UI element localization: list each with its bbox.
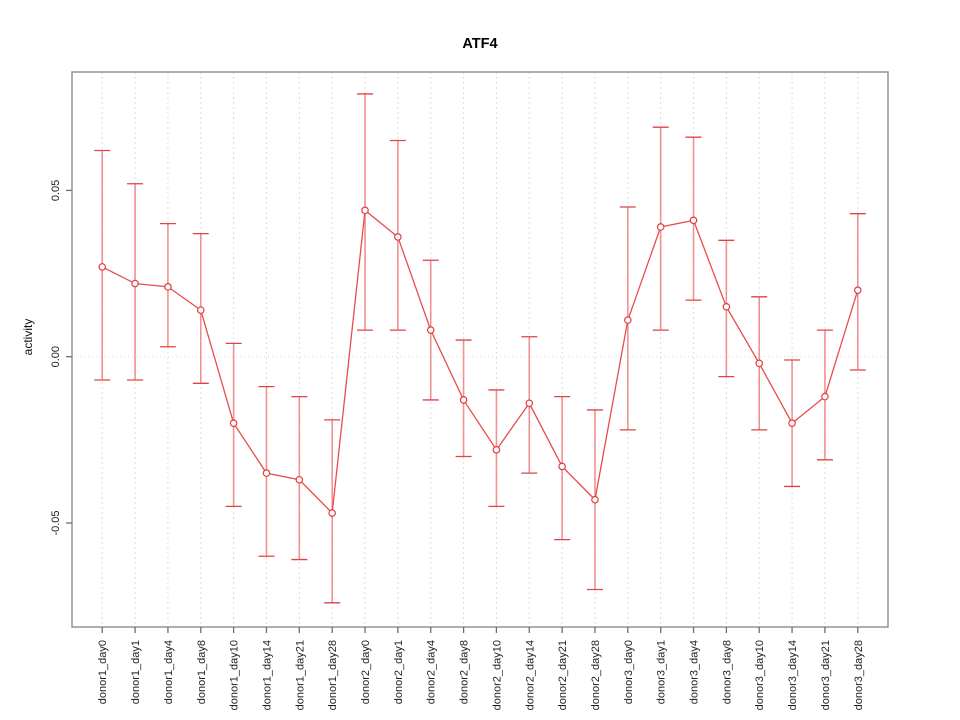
data-point <box>788 419 796 428</box>
x-tick-label: donor3_day1 <box>656 640 668 704</box>
x-tick-label: donor3_day0 <box>623 640 635 704</box>
x-tick-label: donor1_day21 <box>294 640 306 710</box>
x-tick-label: donor2_day8 <box>459 640 471 704</box>
data-point <box>196 306 205 314</box>
x-tick-label: donor3_day10 <box>754 640 766 710</box>
series-line <box>101 209 859 515</box>
x-tick-label: donor1_day10 <box>229 640 241 710</box>
x-tick-label: donor2_day0 <box>360 640 372 704</box>
data-point <box>591 495 599 504</box>
data-point <box>624 316 632 324</box>
y-tick-label: 0.05 <box>50 180 62 201</box>
data-point <box>164 283 172 291</box>
data-point <box>131 279 139 288</box>
data-point <box>821 392 829 401</box>
data-point <box>98 263 107 271</box>
data-point <box>558 462 566 471</box>
x-tick-label: donor3_day28 <box>853 640 865 710</box>
data-point <box>459 396 468 404</box>
x-tick-label: donor2_day14 <box>524 640 536 710</box>
x-tick-label: donor1_day4 <box>163 640 175 704</box>
x-tick-label: donor2_day21 <box>557 640 569 710</box>
data-point <box>262 469 271 477</box>
data-point <box>492 446 501 454</box>
x-tick-label: donor3_day21 <box>820 640 832 710</box>
x-tick-label: donor2_day28 <box>590 640 602 710</box>
x-tick-label: donor2_day4 <box>426 640 438 704</box>
x-tick-label: donor2_day10 <box>491 640 503 710</box>
chart-title: ATF4 <box>462 36 498 52</box>
data-point <box>361 206 369 215</box>
data-point <box>328 509 336 517</box>
x-tick-label: donor2_day1 <box>393 640 405 704</box>
data-point <box>394 233 402 241</box>
data-point <box>722 303 731 311</box>
data-point <box>525 399 534 408</box>
y-axis-title: activity <box>21 318 35 356</box>
data-point <box>853 286 862 294</box>
x-tick-label: donor1_day14 <box>261 640 273 710</box>
data-point <box>656 223 665 231</box>
y-tick-label: -0.05 <box>50 510 62 535</box>
x-tick-label: donor3_day8 <box>721 640 733 704</box>
data-point <box>229 419 238 428</box>
x-tick-label: donor3_day4 <box>689 640 701 704</box>
x-tick-label: donor3_day14 <box>787 640 799 710</box>
data-point <box>426 326 435 334</box>
plot-frame <box>71 71 889 628</box>
y-tick-label: 0.00 <box>50 346 62 367</box>
x-tick-label: donor1_day0 <box>97 640 109 704</box>
data-point <box>295 475 304 484</box>
data-point <box>689 216 698 225</box>
x-tick-label: donor1_day28 <box>327 640 339 710</box>
data-point <box>755 359 764 368</box>
x-tick-label: donor1_day1 <box>130 640 142 704</box>
x-tick-label: donor1_day8 <box>196 640 208 704</box>
